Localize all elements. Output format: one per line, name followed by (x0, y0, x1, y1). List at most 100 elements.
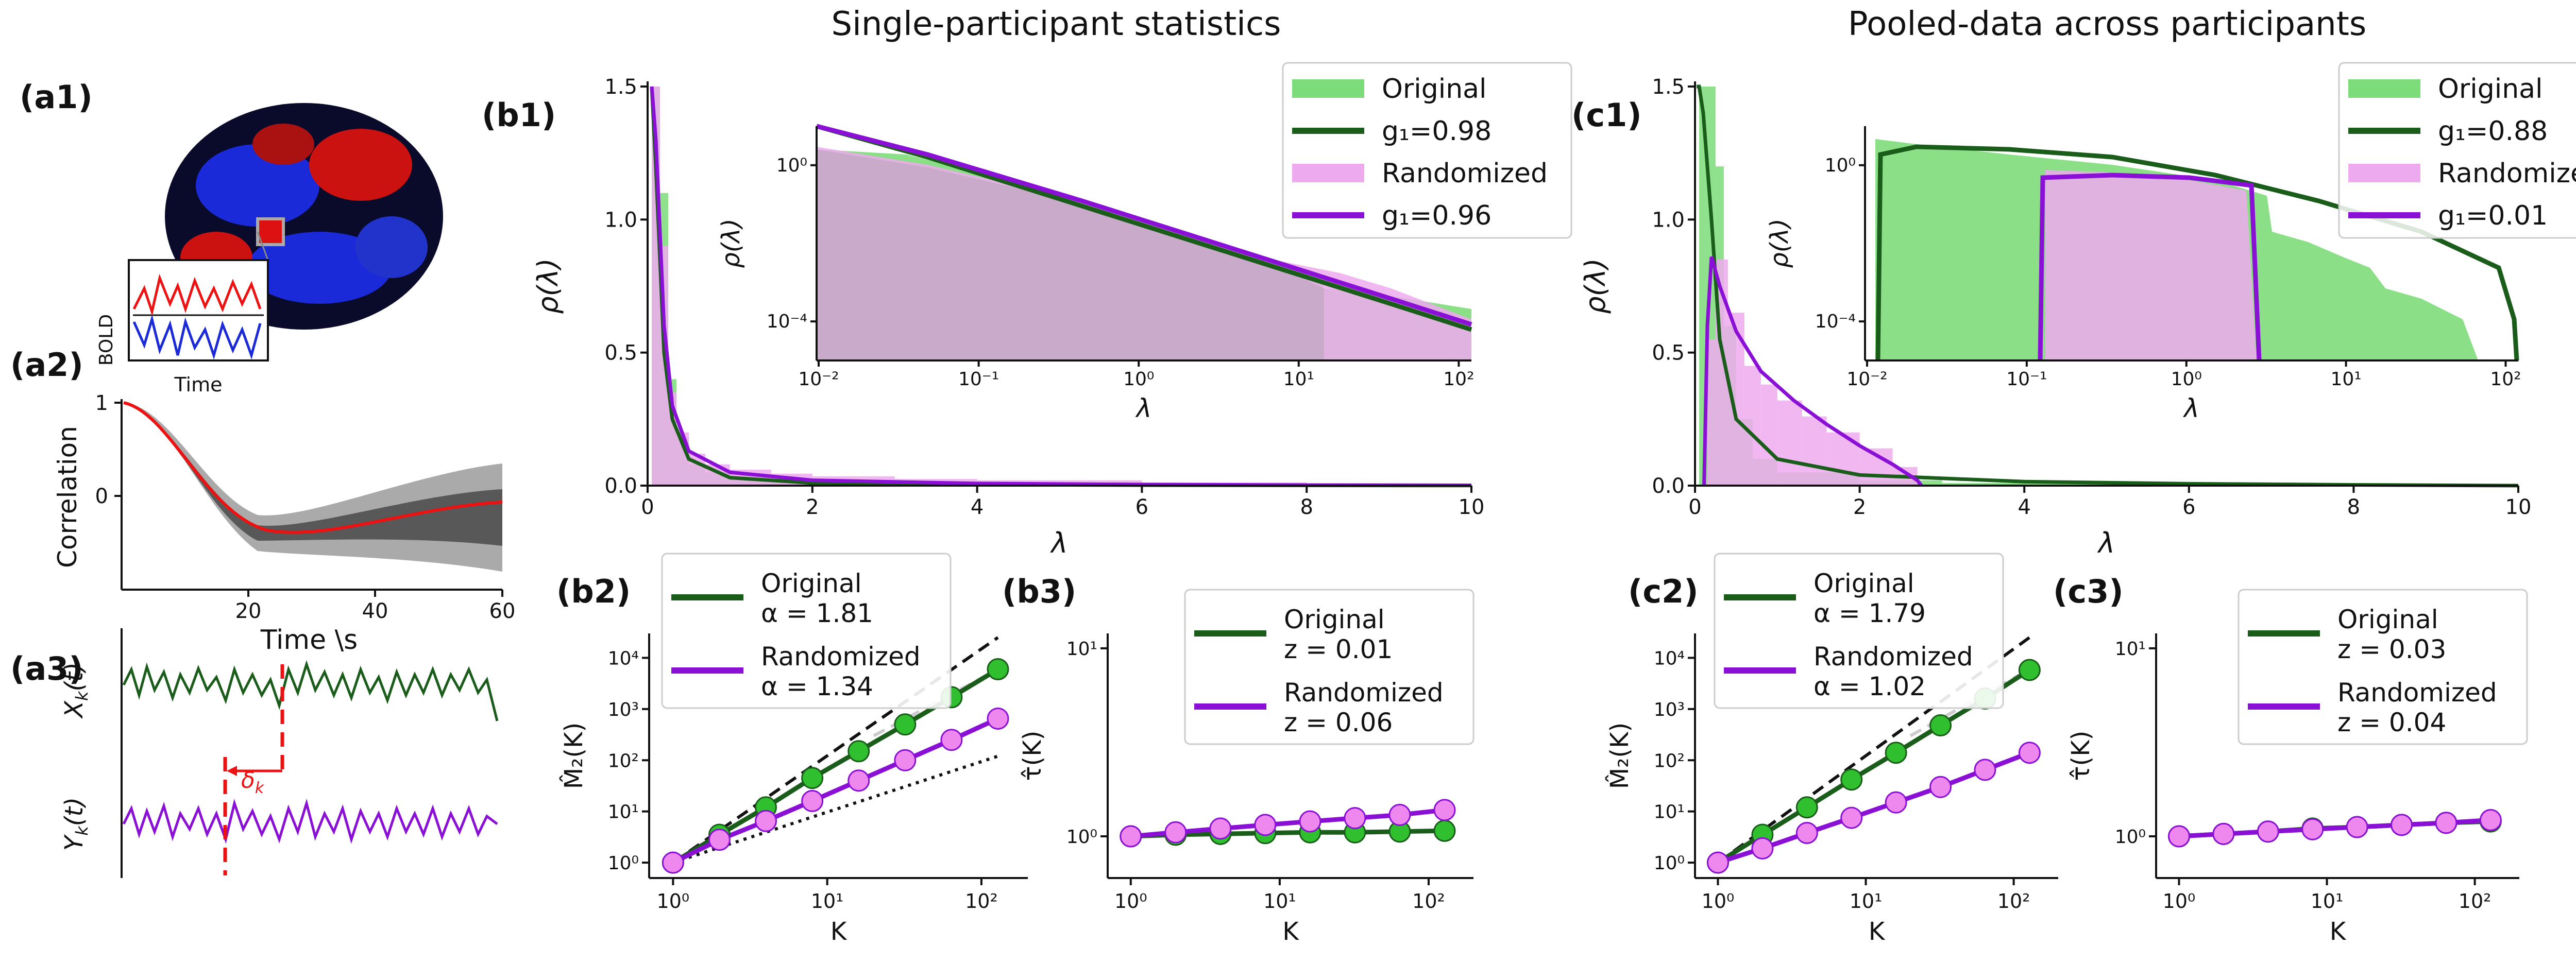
b3-legend-text: Randomized (1284, 678, 1444, 708)
c1-inset-xtick-label: 10⁻² (1846, 369, 1887, 390)
b1-inset-ytick-label: 10⁰ (776, 155, 807, 176)
c1-inset-ytick-label: 10⁰ (1825, 155, 1856, 176)
c1-inset-xlabel: λ (2182, 393, 2199, 423)
b3-ytick-label: 10⁰ (1066, 827, 1097, 848)
b2-ytick-label: 10² (608, 750, 639, 771)
c2-ytick-label: 10² (1654, 750, 1685, 771)
label-a1: (a1) (20, 78, 93, 116)
b2-legend-text: Original (761, 569, 862, 598)
a3-x-trace (122, 660, 499, 721)
label-c1: (c1) (1571, 96, 1642, 134)
c1-legend: Original g₁=0.88 Randomized g₁=0.01 (2338, 62, 2576, 239)
c2-legend-text: Original (1814, 569, 1914, 598)
a3-traces: δk Xk(t) Yk(t) (60, 628, 499, 878)
c1-hist-bar (1744, 366, 1761, 486)
c3-ytick-label: 10⁰ (2115, 827, 2146, 848)
c1-ytick-label: 1.5 (1652, 75, 1685, 99)
label-b3: (b3) (1002, 573, 1076, 610)
c1-inset-xtick-label: 10⁻¹ (2006, 369, 2047, 390)
c1-inset-rand-fit (2038, 173, 2262, 361)
a2-gray-band-upper (124, 403, 502, 572)
c3-data-point (2301, 818, 2324, 840)
b1-legend-text: g₁=0.98 (1382, 116, 1492, 147)
b1-xtick-label: 6 (1136, 495, 1148, 519)
b3-data-point (1120, 825, 1142, 848)
c3-legend-stat: z = 0.04 (2337, 708, 2446, 737)
c1-legend-text: Original (2438, 74, 2543, 105)
c1-inset-xtick-label: 10² (2490, 369, 2521, 390)
c1-ytick-label: 0.0 (1652, 474, 1685, 498)
b1-xlabel: λ (1050, 527, 1068, 559)
b3-xlabel: K (1282, 917, 1299, 946)
b1-legend-text: g₁=0.96 (1382, 200, 1492, 231)
charts: 0.00.51.01.50 2 4 6 8 10ρ(λ)λ10⁻² 10⁻¹ 10⁰ 10¹ 10… (532, 62, 2576, 946)
b2-xtick-label: 10¹ (811, 890, 844, 913)
c3-legend-stat: z = 0.03 (2337, 634, 2446, 664)
c3-data-point (2391, 814, 2413, 836)
a2-xtick-40: 40 (362, 599, 388, 623)
c3-data-point (2346, 816, 2368, 838)
b1-inset-rand-fit (816, 124, 1472, 327)
a2-gray-band-core (124, 403, 502, 546)
c1-legend-box (2338, 62, 2576, 239)
b1-legend: Original g₁=0.98 Randomized g₁=0.96 (1282, 62, 1572, 239)
b2-xtick-label: 10² (965, 890, 998, 913)
b3-ylabel: τ̂(K) (1018, 731, 1047, 781)
c2-ylabel: M̂₂(K) (1604, 723, 1634, 789)
c1-legend-text: g₁=0.88 (2438, 116, 2548, 147)
c3-xtick-label: 10² (2459, 890, 2492, 913)
c1-ytick-label: 1.0 (1652, 208, 1685, 232)
b1-inset-xtick-label: 10¹ (1283, 369, 1314, 390)
b2-data-point (987, 658, 1009, 680)
c1-hist-bar (1802, 416, 1827, 486)
b1-legend-box (1282, 62, 1572, 239)
c1-hist-bar (1942, 483, 2107, 486)
c2-data-point (1840, 806, 1863, 829)
b1-inset-ytick-label: 10⁻⁴ (767, 311, 807, 332)
b1-inset-xtick-label: 10⁻¹ (958, 369, 999, 390)
b2-guide-line (672, 636, 999, 864)
bold-xlabel: Time (174, 373, 223, 396)
c2-panel: 10⁰ 10¹ 10²K10⁰10¹10²10³10⁴M̂₂(K)Originalα… (1604, 553, 2058, 946)
c1-xlabel: λ (2097, 527, 2115, 559)
b2-xlabel: K (831, 917, 848, 946)
b2-ytick-label: 10³ (608, 699, 639, 720)
c1-ytick-label: 0.5 (1652, 341, 1685, 365)
a3-lag-arrowhead (227, 766, 237, 776)
c2-data-point (1929, 714, 1952, 737)
c3-xtick-label: 10⁰ (2163, 890, 2196, 913)
c1-inset-ytick-label: 10⁻⁴ (1815, 311, 1856, 332)
b2-legend-stat: α = 1.81 (761, 598, 873, 628)
c1-xtick-label: 0 (1688, 495, 1701, 519)
b1-xtick-label: 2 (806, 495, 819, 519)
c2-data-point (1974, 759, 1996, 781)
c2-data-point (1795, 821, 1818, 844)
title-pooled: Pooled-data across participants (1848, 5, 2366, 43)
c2-legend-stat: α = 1.79 (1814, 598, 1926, 628)
c1-hist-bar (1707, 339, 1716, 486)
b1-xtick-label: 10 (1459, 495, 1485, 519)
c2-data-point (1885, 791, 1907, 814)
b1-inset-xlabel: λ (1135, 393, 1152, 423)
b2-ytick-label: 10¹ (608, 802, 639, 823)
b1-ytick-label: 0.0 (604, 474, 637, 498)
b2-xtick-label: 10⁰ (657, 890, 690, 913)
b1-xtick-label: 4 (971, 495, 984, 519)
b2-data-point (755, 810, 777, 832)
c2-data-point (1929, 776, 1952, 798)
b1-ytick-label: 0.5 (604, 341, 637, 365)
c2-ytick-label: 10³ (1654, 699, 1685, 720)
b1-panel: 0.0 0.5 1.0 1.5 0 2 4 6 8 10 ρ(λ) λ 10⁻² 10⁻¹ 10⁰ 10¹ 10… (532, 62, 1572, 559)
label-c2: (c2) (1628, 573, 1699, 610)
b3-data-point (1254, 814, 1277, 836)
c2-ytick-label: 10¹ (1654, 802, 1685, 823)
b3-legend-text: Original (1284, 605, 1385, 634)
c1-fit-curve (1702, 256, 1923, 487)
c1-legend-text: Randomized (2438, 158, 2576, 189)
c3-legend-text: Original (2337, 605, 2438, 634)
